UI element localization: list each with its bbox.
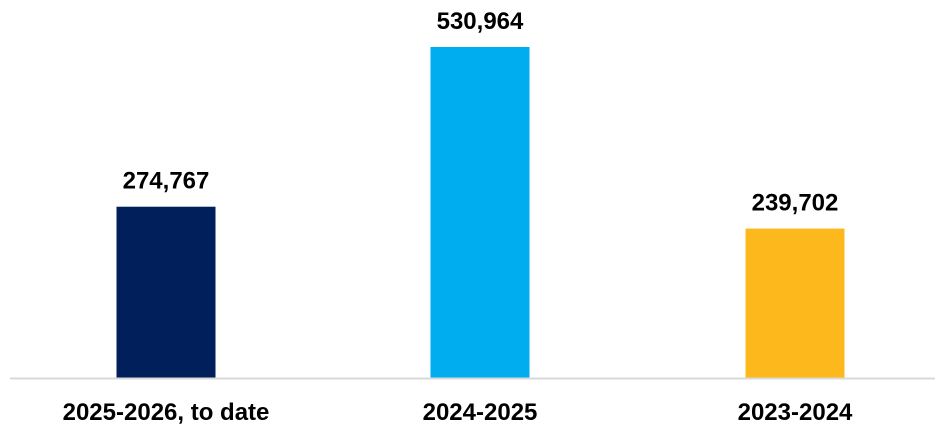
bar-1 [116,206,216,378]
category-labels-group: 2025-2026, to date 2024-2025 2023-2024 [63,399,853,426]
category-label-3: 2023-2024 [738,399,853,426]
value-labels-group: 274,767 530,964 239,702 [123,8,839,217]
value-label-2: 530,964 [437,8,524,35]
category-label-2: 2024-2025 [423,399,538,426]
category-label-1: 2025-2026, to date [63,399,270,426]
bar-2 [430,47,530,378]
bar-3 [745,228,845,378]
value-label-3: 239,702 [752,190,839,217]
value-label-1: 274,767 [123,168,210,195]
bars-group [116,47,845,378]
